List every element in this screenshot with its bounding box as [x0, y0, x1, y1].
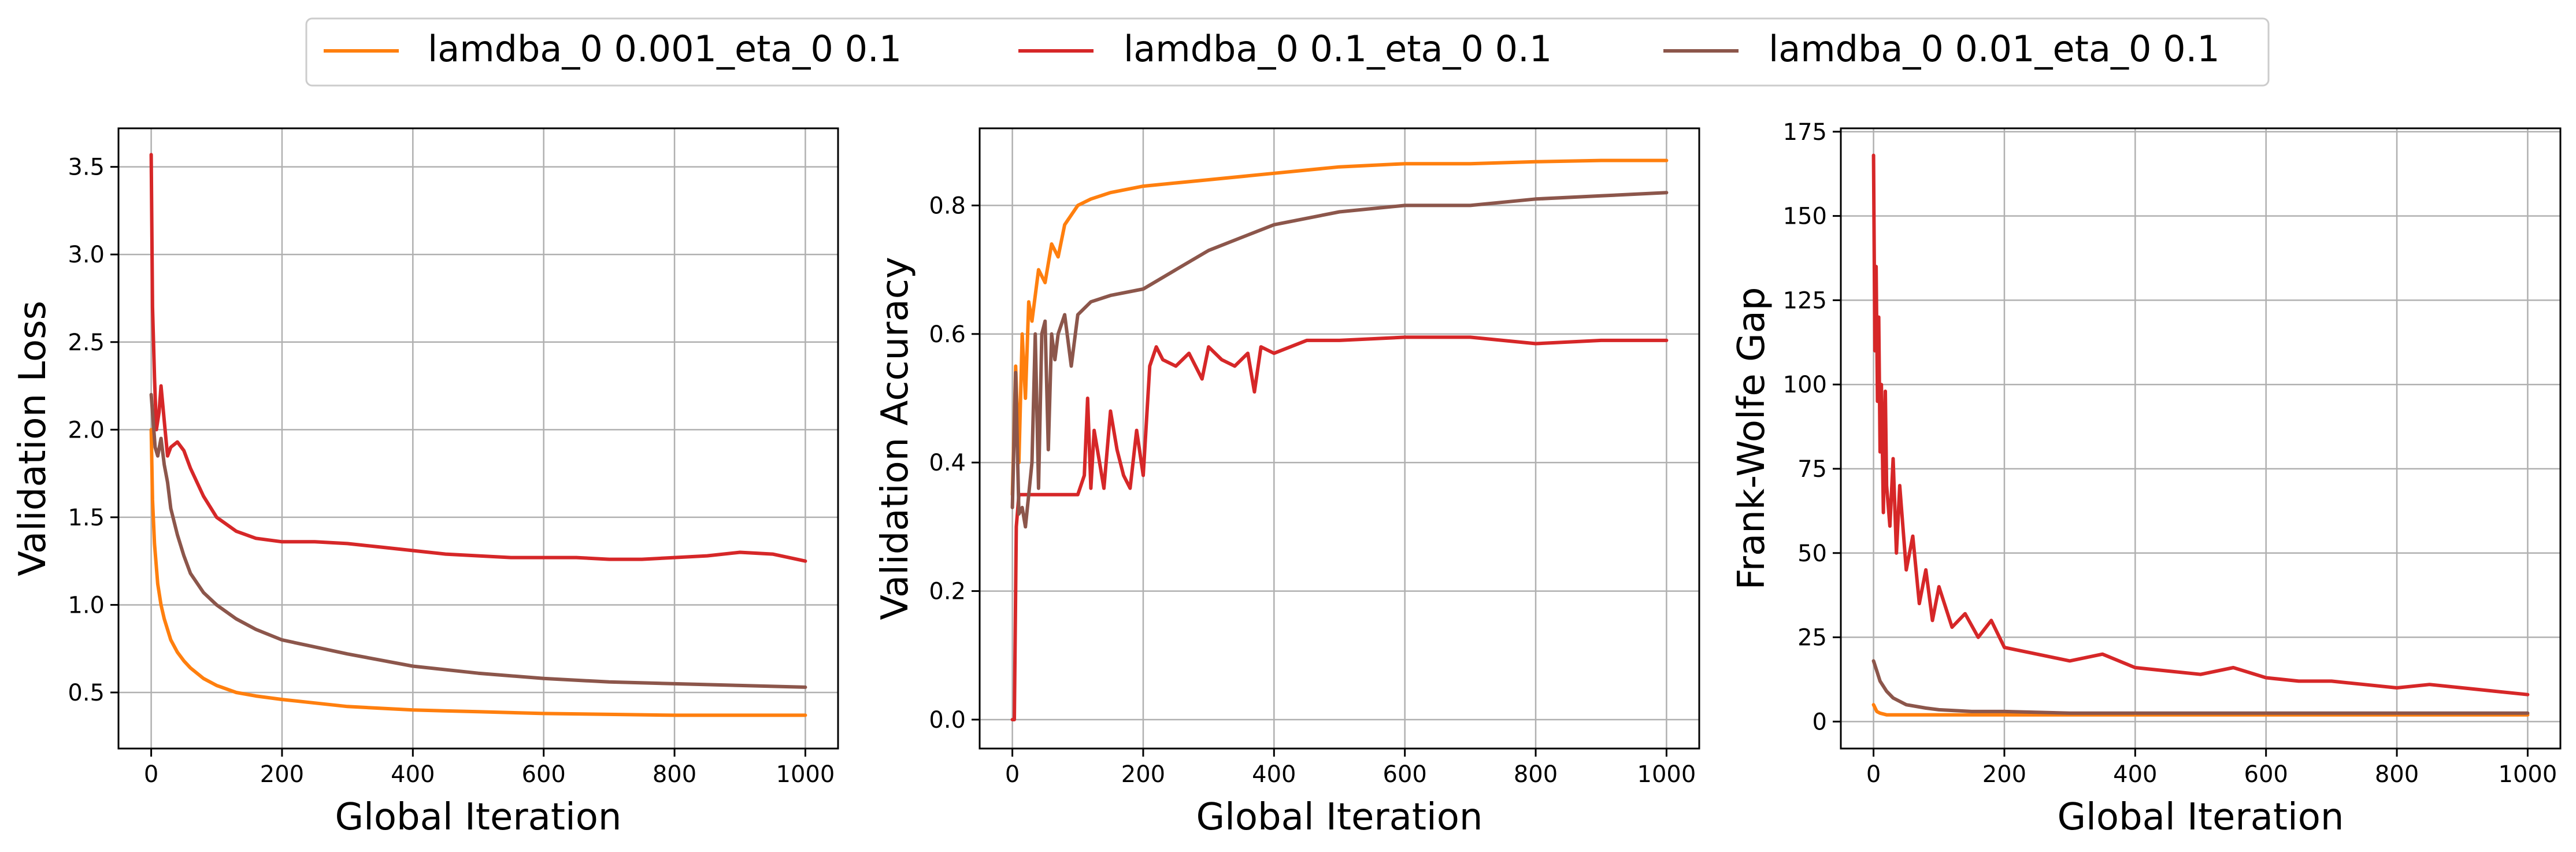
series-line-3 [1010, 191, 1669, 529]
y-tick-label: 0.5 [68, 680, 105, 706]
x-tick-label: 800 [2375, 761, 2419, 788]
series-line-1 [1010, 158, 1669, 497]
series-line-2 [1010, 335, 1669, 721]
y-tick-label: 0.4 [929, 450, 966, 476]
legend-label-3: lamdba_0 0.01_eta_0 0.1 [1769, 28, 2220, 70]
y-tick-label: 2.0 [68, 417, 105, 443]
legend-entry-1: lamdba_0 0.001_eta_0 0.1 [324, 28, 902, 70]
y-axis-label: Validation Accuracy [874, 257, 917, 620]
axes-frame [1840, 127, 2562, 750]
x-tick-label: 0 [1005, 761, 1020, 788]
series-line-2 [1871, 153, 2530, 697]
y-tick-label: 0.2 [929, 579, 966, 605]
x-tick-label: 600 [1383, 761, 1427, 788]
y-tick-label: 3.0 [68, 242, 105, 268]
y-axis-label: Validation Loss [12, 301, 54, 576]
x-tick-label: 1000 [2499, 761, 2558, 788]
y-tick-label: 100 [1783, 372, 1827, 398]
validation-loss-panel: 0 200 400 600 800 1000 0.51.01.52.02.53.03.5 … [12, 127, 839, 839]
x-ticks: 0 200 400 600 800 1000 [144, 749, 835, 788]
legend-entry-2: lamdba_0 0.1_eta_0 0.1 [1018, 28, 1552, 70]
x-axis-label: Global Iteration [2058, 796, 2344, 839]
x-axis-label: Global Iteration [1196, 796, 1483, 839]
legend-label-1: lamdba_0 0.001_eta_0 0.1 [428, 28, 902, 70]
x-tick-label: 600 [522, 761, 566, 788]
y-tick-label: 2.5 [68, 329, 105, 356]
grid-lines [1841, 128, 2560, 749]
series-line-3 [149, 392, 807, 689]
legend-label-2: lamdba_0 0.1_eta_0 0.1 [1124, 28, 1552, 70]
y-tick-label: 150 [1783, 203, 1827, 230]
x-tick-label: 200 [1121, 761, 1165, 788]
y-tick-label: 0 [1813, 709, 1827, 735]
y-tick-label: 125 [1783, 287, 1827, 314]
x-tick-label: 200 [1982, 761, 2026, 788]
legend: lamdba_0 0.001_eta_0 0.1 lamdba_0 0.1_et… [305, 17, 2270, 87]
x-tick-label: 400 [391, 761, 435, 788]
x-tick-label: 1000 [776, 761, 835, 788]
x-tick-label: 600 [2244, 761, 2288, 788]
axes-frame [978, 127, 1700, 750]
x-tick-label: 800 [1514, 761, 1558, 788]
y-tick-label: 1.5 [68, 505, 105, 531]
series-lines [1010, 158, 1669, 721]
legend-frame [305, 17, 2270, 87]
x-tick-label: 800 [653, 761, 696, 788]
y-tick-label: 175 [1783, 119, 1827, 146]
x-axis-label: Global Iteration [335, 796, 622, 839]
series-lines [1871, 153, 2530, 717]
grid-lines [980, 128, 1699, 749]
series-line-1 [149, 428, 807, 717]
x-tick-label: 0 [1866, 761, 1881, 788]
frank-wolfe-gap-panel: 0 200 400 600 800 1000 0 25 50 75 100 125 150 175 Gl… [1730, 119, 2562, 839]
series-line-2 [149, 153, 807, 563]
x-ticks: 0 200 400 600 800 1000 [1866, 749, 2557, 788]
y-tick-label: 50 [1797, 540, 1827, 567]
y-tick-label: 0.0 [929, 707, 966, 734]
y-ticks: 0.5 1.0 1.5 2.0 2.5 3.0 3.5 [68, 154, 118, 706]
y-tick-label: 0.8 [929, 192, 966, 219]
y-tick-label: 0.6 [929, 321, 966, 348]
series-line-3 [1871, 659, 2530, 715]
x-tick-label: 400 [1252, 761, 1296, 788]
y-tick-label: 3.5 [68, 154, 105, 181]
x-tick-label: 200 [260, 761, 304, 788]
validation-accuracy-panel: 0 200 400 600 800 1000 0.0 0.2 0.4 0.6 0.8 Global… [874, 127, 1700, 839]
series-lines [149, 153, 807, 717]
y-ticks: 0 25 50 75 100 125 150 175 [1783, 119, 1841, 735]
y-ticks: 0.0 0.2 0.4 0.6 0.8 [929, 192, 980, 734]
y-axis-label: Frank-Wolfe Gap [1730, 287, 1773, 590]
y-tick-label: 25 [1797, 625, 1827, 651]
y-tick-label: 75 [1797, 456, 1827, 483]
x-tick-label: 0 [144, 761, 158, 788]
axes-frame [117, 127, 839, 750]
x-ticks: 0 200 400 600 800 1000 [1005, 749, 1696, 788]
legend-entry-3: lamdba_0 0.01_eta_0 0.1 [1663, 28, 2220, 70]
x-tick-label: 1000 [1637, 761, 1696, 788]
x-tick-label: 400 [2113, 761, 2157, 788]
y-tick-label: 1.0 [68, 592, 105, 618]
